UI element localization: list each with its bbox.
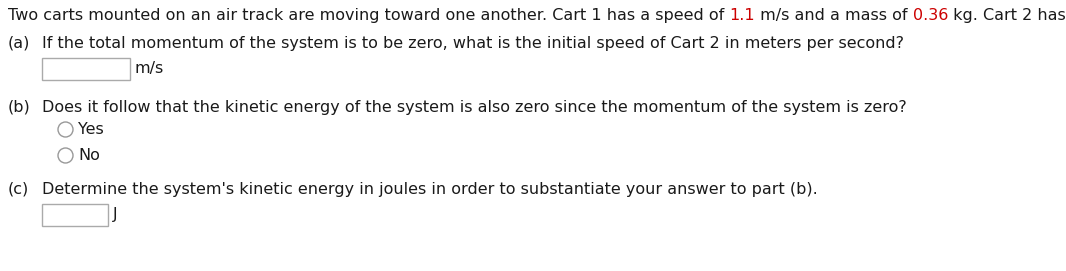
Text: (a): (a) xyxy=(9,36,30,51)
Text: If the total momentum of the system is to be zero, what is the initial speed of : If the total momentum of the system is t… xyxy=(42,36,904,51)
Text: No: No xyxy=(78,148,100,163)
Bar xyxy=(42,204,108,226)
Text: J: J xyxy=(113,207,117,222)
Text: Determine the system's kinetic energy in joules in order to substantiate your an: Determine the system's kinetic energy in… xyxy=(42,182,818,197)
Text: 0.36: 0.36 xyxy=(912,8,948,23)
Text: m/s and a mass of: m/s and a mass of xyxy=(755,8,912,23)
Text: 1.1: 1.1 xyxy=(729,8,755,23)
Text: (b): (b) xyxy=(9,100,31,115)
Text: Yes: Yes xyxy=(78,122,103,137)
Text: Does it follow that the kinetic energy of the system is also zero since the mome: Does it follow that the kinetic energy o… xyxy=(42,100,907,115)
Text: m/s: m/s xyxy=(135,61,164,76)
Bar xyxy=(42,58,130,80)
Text: kg. Cart 2 has a mass of: kg. Cart 2 has a mass of xyxy=(948,8,1066,23)
Text: (c): (c) xyxy=(9,182,29,197)
Text: Two carts mounted on an air track are moving toward one another. Cart 1 has a sp: Two carts mounted on an air track are mo… xyxy=(9,8,729,23)
